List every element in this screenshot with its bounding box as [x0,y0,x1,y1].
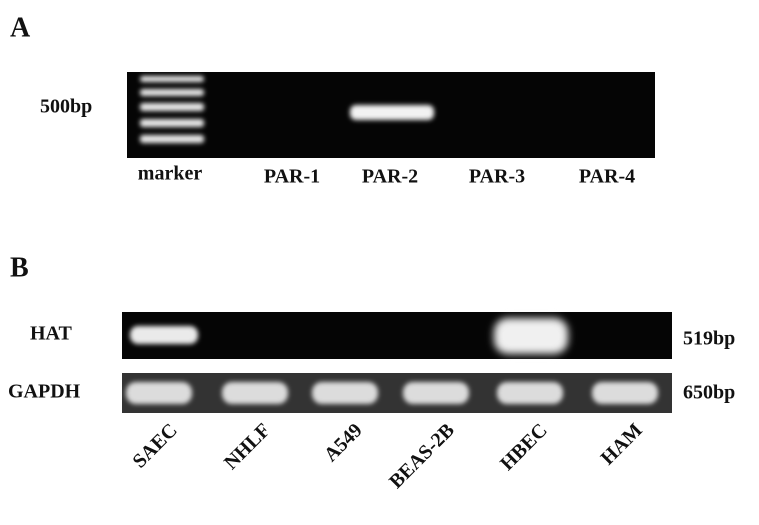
lane-label: A549 [320,419,367,466]
lane-label: HBEC [496,419,552,475]
row-label: HAT [30,323,73,345]
band [494,318,568,354]
lane-label: SAEC [128,419,181,472]
figure: A 500bp marker PAR-1 PAR-2 PAR-3 PAR-4 B… [0,0,759,525]
size-label: 519bp [683,328,735,350]
lane-label: PAR-4 [579,166,635,188]
lane-label: marker [138,163,203,185]
lane-label: HAM [597,419,647,469]
panel-label: B [10,252,29,283]
band [130,326,198,344]
lane-label: PAR-2 [362,166,418,188]
lane-label: PAR-3 [469,166,525,188]
lane-label: NHLF [220,419,275,474]
gel [122,312,672,359]
row-label: GAPDH [8,381,81,403]
band [350,105,434,120]
lane-label: PAR-1 [264,166,320,188]
size-label: 500bp [40,96,92,118]
lane-label: BEAS-2B [385,419,459,493]
panel-label: A [10,12,31,43]
size-label: 650bp [683,382,735,404]
gel [122,373,672,413]
